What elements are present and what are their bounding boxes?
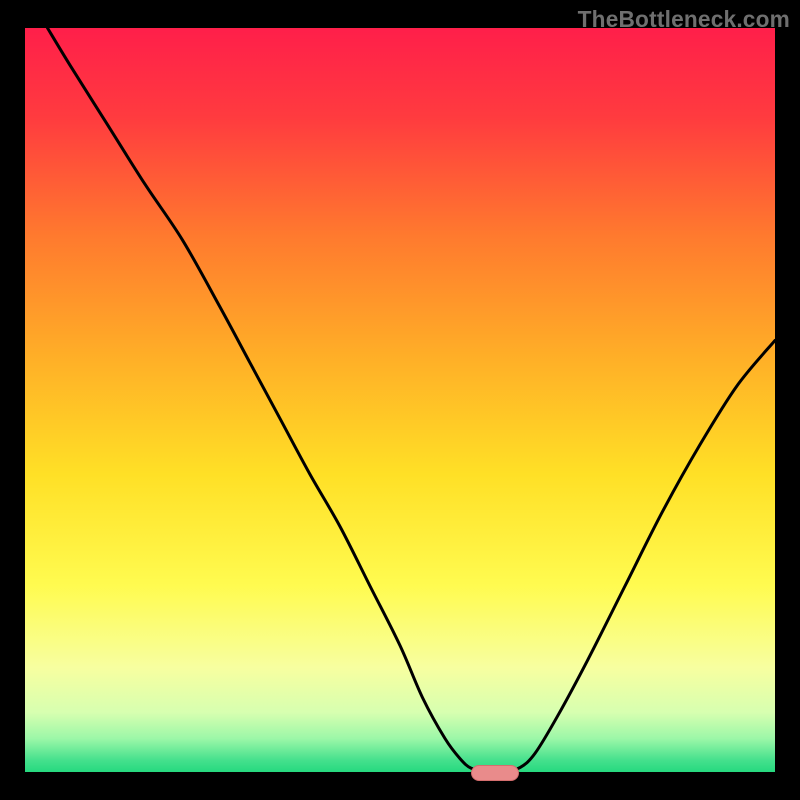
- chart-frame: { "watermark": { "text": "TheBottleneck.…: [0, 0, 800, 800]
- optimal-point-marker: [471, 765, 519, 781]
- watermark-text: TheBottleneck.com: [578, 6, 790, 33]
- bottleneck-curve-chart: [25, 28, 775, 772]
- gradient-background: [25, 28, 775, 772]
